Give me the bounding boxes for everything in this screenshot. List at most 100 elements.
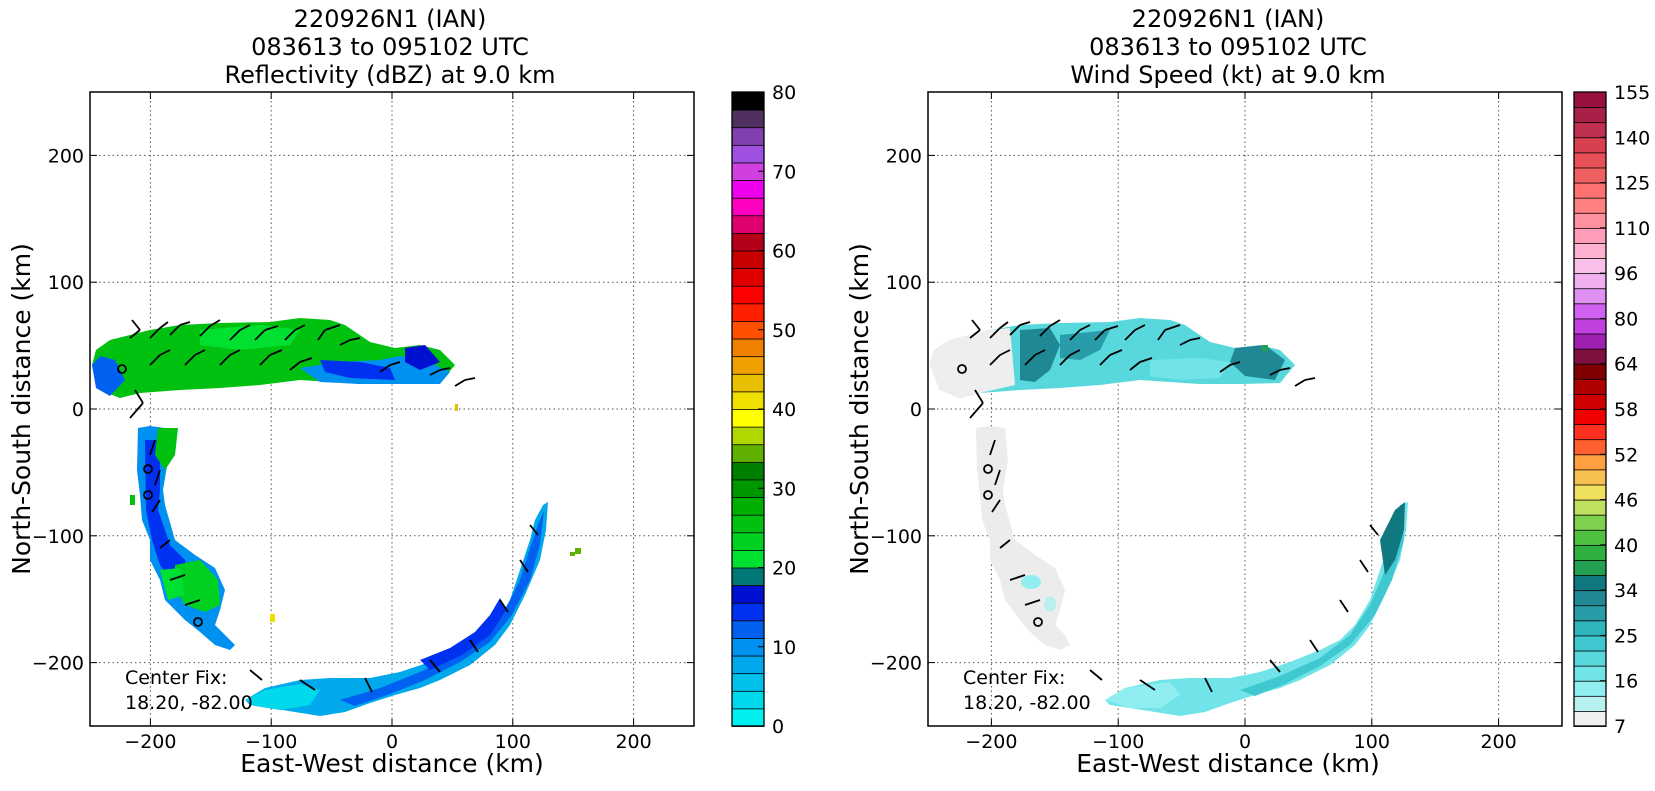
wind-south-arc-base <box>1105 502 1408 716</box>
y-tick-label: −100 <box>870 526 922 548</box>
plot-area: Center Fix: 18.20, -82.00 −200 −200 −100 −1… <box>32 91 695 753</box>
colorbar-cell <box>1573 635 1607 652</box>
x-tick-label: −100 <box>1092 731 1144 753</box>
x-axis-label: East-West distance (km) <box>1076 749 1380 778</box>
colorbar-cell <box>731 584 765 604</box>
colorbar-cell <box>1573 136 1607 154</box>
x-tick-label: 200 <box>615 731 651 753</box>
colorbar-tick-label: 10 <box>772 637 796 659</box>
colorbar-cell <box>1573 499 1607 516</box>
echo-west-band-green2 <box>175 560 220 612</box>
colorbar-cell <box>1573 619 1607 637</box>
wind-north-band-dark <box>1020 328 1060 382</box>
colorbar-cell <box>731 567 765 587</box>
echo-south-arc-light <box>245 684 320 710</box>
colorbar-cell <box>1573 212 1607 229</box>
colorbar-cell <box>731 655 765 675</box>
colorbar-cell <box>1573 604 1607 622</box>
echo-south-arc-base <box>245 502 548 716</box>
colorbar-cell <box>731 443 765 463</box>
colorbar-cell <box>1573 363 1607 380</box>
y-tick-label: 200 <box>48 145 84 167</box>
colorbar-cell <box>1573 318 1607 335</box>
colorbar-tick-label: 0 <box>772 716 784 738</box>
panel-title-line-3: Wind Speed (kt) at 9.0 km <box>1070 61 1385 89</box>
colorbar-cell <box>1573 348 1607 365</box>
y-axis-label: North-South distance (km) <box>7 243 36 575</box>
center-fix-value: 18.20, -82.00 <box>125 692 253 714</box>
y-tick-label: 0 <box>72 399 84 421</box>
center-fix-label: Center Fix: <box>963 667 1065 689</box>
panel-title-line-1: 220926N1 (IAN) <box>294 5 487 33</box>
colorbar-cell <box>1573 287 1607 305</box>
colorbar-cell <box>1573 106 1607 124</box>
wind-south-arc-dark <box>1380 502 1405 575</box>
x-tick-label: −200 <box>124 731 176 753</box>
colorbar-cell <box>1573 544 1607 561</box>
reflectivity-echo-field <box>92 318 581 716</box>
wind-north-band-calm <box>930 328 1015 398</box>
colorbar-cell <box>1573 272 1607 290</box>
echo-west-band-dark <box>145 440 190 585</box>
colorbar-tick-label: 58 <box>1614 399 1638 421</box>
colorbar-cell <box>1573 121 1607 139</box>
colorbar-cell <box>1573 514 1607 531</box>
grid-lines <box>90 92 694 726</box>
colorbar-cell <box>731 179 765 199</box>
colorbar-cell <box>1573 182 1607 199</box>
colorbar-cell <box>1573 197 1607 214</box>
colorbar-cell <box>1573 680 1607 697</box>
colorbar-cell <box>731 285 765 305</box>
reflectivity-colorbar: 0 10 20 30 40 50 60 70 80 <box>731 82 796 738</box>
colorbar-tick-label: 30 <box>772 478 796 500</box>
colorbar-cell <box>731 514 765 534</box>
colorbar-cell <box>1573 453 1607 471</box>
colorbar-tick-label: 125 <box>1614 173 1650 195</box>
colorbar-cell <box>1573 529 1607 546</box>
colorbar-cell <box>1573 333 1607 350</box>
wind-speed-colorbar: 7 16 25 34 40 46 52 58 64 80 96 110 125 140 155 <box>1573 82 1650 738</box>
colorbar-tick-label: 155 <box>1614 82 1650 104</box>
reflectivity-panel: 220926N1 (IAN) 083613 to 095102 UTC Refl… <box>7 5 796 778</box>
colorbar-tick-label: 60 <box>772 241 796 263</box>
x-tick-label: 0 <box>386 731 398 753</box>
colorbar-cell <box>731 426 765 446</box>
center-fix-label: Center Fix: <box>125 667 227 689</box>
colorbar-cell <box>731 549 765 569</box>
colorbar-cell <box>1573 257 1607 275</box>
x-tick-label: −100 <box>245 731 297 753</box>
echo-north-band-dark <box>405 345 440 370</box>
y-tick-label: −200 <box>870 653 922 675</box>
colorbar-cell <box>731 690 765 710</box>
colorbar-cell <box>731 109 765 129</box>
colorbar-tick-label: 80 <box>772 82 796 104</box>
colorbar-cell <box>731 91 765 111</box>
panel-title-line-1: 220926N1 (IAN) <box>1132 5 1325 33</box>
x-tick-label: 100 <box>495 731 531 753</box>
axis-ticks: −200 −200 −100 −100 0 0 100 100 200 200 <box>870 92 1562 753</box>
colorbar-cell <box>1573 167 1607 184</box>
echo-north-band-blue3 <box>320 360 395 380</box>
y-tick-label: 100 <box>48 272 84 294</box>
colorbar-tick-label: 7 <box>1614 716 1626 738</box>
wind-barbs <box>969 319 1379 693</box>
colorbar-cell <box>1573 559 1607 576</box>
center-fix-value: 18.20, -82.00 <box>963 692 1091 714</box>
colorbar-tick-label: 34 <box>1614 580 1638 602</box>
colorbar-cell <box>1573 695 1607 712</box>
x-axis-label: East-West distance (km) <box>240 749 544 778</box>
echo-west-band-green3 <box>160 568 185 600</box>
wind-south-arc-light <box>1105 682 1180 708</box>
echo-west-band-green <box>155 428 178 470</box>
colorbar-cell <box>731 461 765 481</box>
colorbar-cell <box>1573 151 1607 169</box>
echo-south-arc-core <box>420 598 506 670</box>
colorbar-cell <box>1573 438 1607 456</box>
colorbar-tick-label: 46 <box>1614 490 1638 512</box>
wind-south-arc-mid <box>1240 512 1404 696</box>
colorbar-cell <box>731 390 765 410</box>
panel-title-line-2: 083613 to 095102 UTC <box>1089 33 1367 61</box>
panel-title-line-3: Reflectivity (dBZ) at 9.0 km <box>225 61 556 89</box>
y-tick-label: 0 <box>910 399 922 421</box>
